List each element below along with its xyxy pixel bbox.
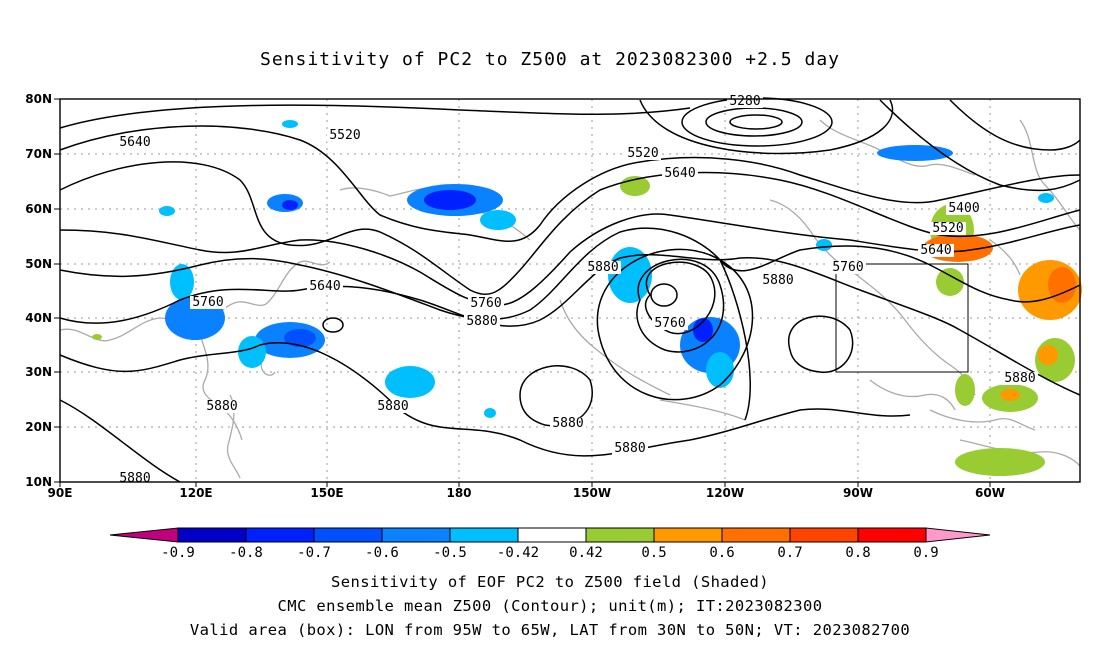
map-frame bbox=[59, 98, 1081, 483]
contour-label: 5640 bbox=[119, 135, 150, 150]
contour-label: 5520 bbox=[627, 146, 658, 161]
chart-title: Sensitivity of PC2 to Z500 at 2023082300… bbox=[259, 49, 840, 70]
graticule bbox=[60, 99, 1080, 482]
shading-patch bbox=[480, 210, 516, 230]
shading-patch bbox=[1038, 193, 1054, 203]
colorbar-label: 0.6 bbox=[709, 545, 734, 561]
lon-label: 90W bbox=[843, 486, 873, 500]
shading-patch bbox=[1038, 345, 1058, 365]
colorbar-segment bbox=[721, 527, 791, 543]
colorbar-label: -0.5 bbox=[433, 545, 467, 561]
lat-label: 40N bbox=[25, 311, 52, 325]
shading-patch bbox=[1000, 389, 1020, 401]
colorbar-label: 0.42 bbox=[569, 545, 603, 561]
shading-patch bbox=[170, 264, 194, 300]
shading-patch bbox=[238, 336, 266, 368]
contour-label: 5520 bbox=[329, 128, 360, 143]
colorbar-label: 0.9 bbox=[913, 545, 938, 561]
colorbar-label: -0.9 bbox=[161, 545, 195, 561]
contour-label: 5760 bbox=[654, 316, 685, 331]
caption-shaded: Sensitivity of EOF PC2 to Z500 field (Sh… bbox=[331, 573, 769, 591]
shading-patch bbox=[955, 448, 1045, 476]
contour-label: 5880 bbox=[1004, 371, 1035, 386]
sensitivity-shading bbox=[92, 120, 1082, 476]
shading-patch bbox=[1048, 267, 1076, 303]
contour-label: 5880 bbox=[552, 416, 583, 431]
colorbar-segment bbox=[449, 527, 519, 543]
colorbar-max-triangle bbox=[925, 527, 991, 543]
shading-patch bbox=[424, 190, 476, 210]
lon-label: 180 bbox=[446, 486, 471, 500]
lat-label: 30N bbox=[25, 365, 52, 379]
colorbar-segment bbox=[517, 527, 587, 543]
shading-patch bbox=[816, 239, 832, 251]
lat-label: 10N bbox=[25, 475, 52, 489]
lon-label: 90E bbox=[48, 486, 73, 500]
lon-label: 120E bbox=[179, 486, 212, 500]
caption-contour: CMC ensemble mean Z500 (Contour); unit(m… bbox=[277, 597, 823, 615]
lon-label: 150W bbox=[573, 486, 611, 500]
contour-label: 5640 bbox=[920, 243, 951, 258]
contour-label: 5880 bbox=[614, 441, 645, 456]
colorbar-segment bbox=[381, 527, 451, 543]
shading-patch bbox=[159, 206, 175, 216]
colorbar-segment bbox=[313, 527, 383, 543]
lon-label: 60W bbox=[975, 486, 1005, 500]
colorbar-label: -0.7 bbox=[297, 545, 331, 561]
lat-label: 60N bbox=[25, 202, 52, 216]
lat-label: 70N bbox=[25, 147, 52, 161]
shading-patch bbox=[936, 268, 964, 296]
colorbar: -0.9 -0.8 -0.7 -0.6 -0.5 -0.42 0.42 0.5 0.6 0.7 0.… bbox=[109, 527, 991, 561]
lat-label: 20N bbox=[25, 420, 52, 434]
colorbar-label: -0.8 bbox=[229, 545, 263, 561]
contour-label: 5880 bbox=[206, 399, 237, 414]
colorbar-label: 0.5 bbox=[641, 545, 666, 561]
colorbar-segment bbox=[789, 527, 859, 543]
shading-patch bbox=[92, 334, 102, 340]
colorbar-label: 0.8 bbox=[845, 545, 870, 561]
lat-label: 50N bbox=[25, 257, 52, 271]
contour-label: 5880 bbox=[466, 314, 497, 329]
contour-label: 5280 bbox=[729, 94, 760, 109]
shading-patch bbox=[484, 408, 496, 418]
contour-label: 5400 bbox=[948, 201, 979, 216]
colorbar-segment bbox=[653, 527, 723, 543]
valid-area-box bbox=[835, 263, 969, 373]
shading-patch bbox=[385, 366, 435, 398]
shading-patch bbox=[284, 329, 316, 347]
colorbar-segment bbox=[585, 527, 655, 543]
contour-label: 5760 bbox=[470, 296, 501, 311]
contour-label: 5880 bbox=[377, 399, 408, 414]
contour-label: 5640 bbox=[664, 166, 695, 181]
shading-patch bbox=[877, 145, 953, 161]
colorbar-label: 0.7 bbox=[777, 545, 802, 561]
contour-label: 5880 bbox=[587, 260, 618, 275]
contour-label: 5760 bbox=[832, 260, 863, 275]
colorbar-segment bbox=[177, 527, 247, 543]
z500-contours bbox=[59, 97, 1081, 483]
colorbar-segment bbox=[245, 527, 315, 543]
contour-label: 5520 bbox=[932, 221, 963, 236]
contour-label: 5880 bbox=[119, 471, 150, 486]
contour-label: 5880 bbox=[762, 273, 793, 288]
contour-label: 5640 bbox=[309, 279, 340, 294]
lon-label: 120W bbox=[706, 486, 744, 500]
shading-patch bbox=[282, 200, 298, 210]
shading-patch bbox=[955, 374, 975, 406]
colorbar-label: -0.6 bbox=[365, 545, 399, 561]
lon-label: 150E bbox=[310, 486, 343, 500]
colorbar-label: -0.42 bbox=[497, 545, 539, 561]
shading-patch bbox=[282, 120, 298, 128]
colorbar-min-triangle bbox=[109, 527, 179, 543]
colorbar-segment bbox=[857, 527, 927, 543]
shading-patch bbox=[693, 318, 713, 342]
contour-label: 5760 bbox=[192, 295, 223, 310]
lat-label: 80N bbox=[25, 92, 52, 106]
shading-patch bbox=[706, 352, 734, 388]
caption-valid-area: Valid area (box): LON from 95W to 65W, L… bbox=[189, 621, 911, 639]
